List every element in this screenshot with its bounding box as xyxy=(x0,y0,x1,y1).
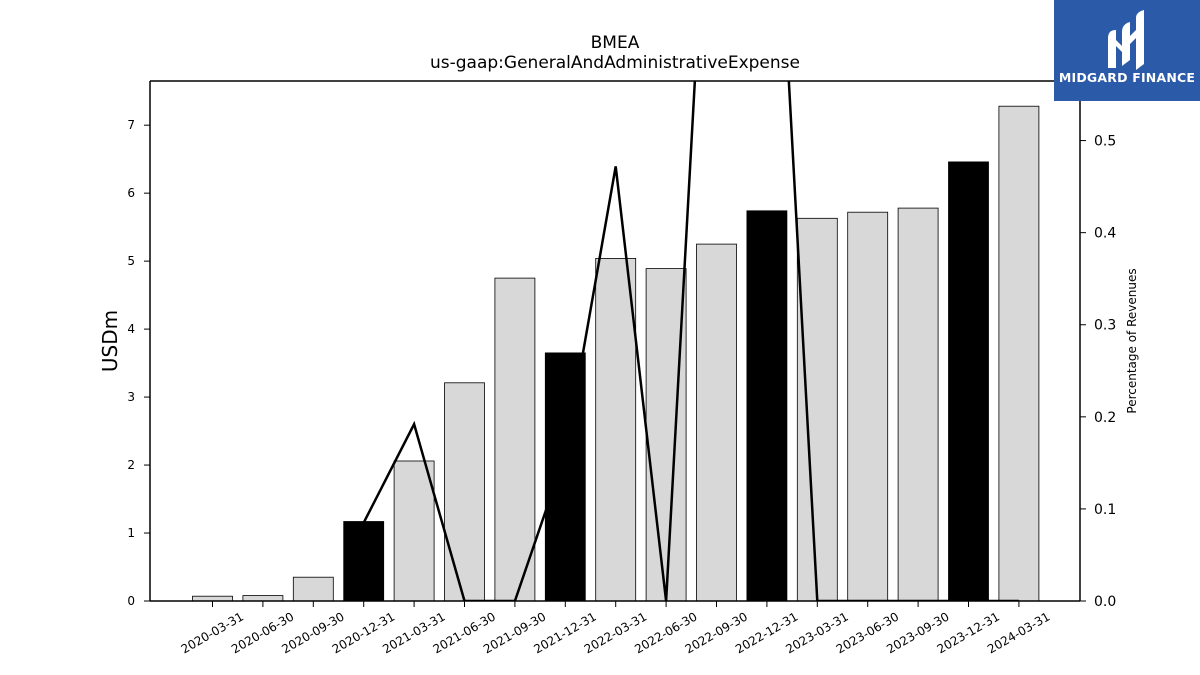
y-right-tick-label: 0.2 xyxy=(1094,410,1116,426)
bar-2021-03-31 xyxy=(393,460,435,602)
y-right-tick-label: 0.0 xyxy=(1094,594,1116,610)
bar-2022-06-30 xyxy=(645,268,687,602)
bars-group xyxy=(192,105,1040,602)
logo-text: MIDGARD FINANCE xyxy=(1058,70,1196,85)
y-left-tick-label: 3 xyxy=(127,390,135,404)
bar-2024-03-31 xyxy=(998,105,1040,602)
chart-subtitle: us-gaap:GeneralAndAdministrativeExpense xyxy=(430,53,800,73)
bar-2021-06-30 xyxy=(444,382,485,602)
y-right-tick-label: 0.1 xyxy=(1094,502,1116,518)
y-left-tick-label: 4 xyxy=(127,322,135,336)
y-axis-left-label: USDm xyxy=(98,310,122,372)
y-left-tick-label: 1 xyxy=(127,526,135,540)
bar-2020-06-30 xyxy=(242,595,284,602)
y-left-tick-label: 0 xyxy=(127,594,135,608)
y-left-tick-label: 2 xyxy=(127,458,135,472)
y-left-tick-label: 6 xyxy=(127,186,135,200)
midgard-finance-logo: MIDGARD FINANCE xyxy=(1054,0,1200,101)
bar-2021-12-31 xyxy=(544,352,586,602)
bar-2020-09-30 xyxy=(292,576,334,602)
bar-2020-12-31 xyxy=(343,521,385,602)
bar-2023-09-30 xyxy=(897,207,939,602)
y-left-tick-label: 7 xyxy=(127,118,135,132)
x-axis-ticks: 2020-03-312020-06-302020-09-302020-12-31… xyxy=(179,601,1052,656)
y-axis-left-ticks: 0 1 2 3 4 5 6 7 xyxy=(127,118,150,608)
bar-2021-09-30 xyxy=(494,277,536,602)
y-axis-right-label: Percentage of Revenues xyxy=(1125,268,1139,413)
y-right-tick-label: 0.4 xyxy=(1094,226,1116,242)
y-right-tick-label: 0.5 xyxy=(1094,134,1116,150)
chart-title: BMEA xyxy=(591,33,640,53)
y-axis-right-ticks: 0.0 0.1 0.2 0.3 0.4 0.5 xyxy=(1080,134,1116,610)
bar-2023-03-31 xyxy=(796,217,838,602)
bar-2022-12-31 xyxy=(746,210,788,602)
y-left-tick-label: 5 xyxy=(127,254,135,268)
midgard-logo-icon xyxy=(1108,10,1144,70)
percentage-line xyxy=(362,81,1019,601)
line-group xyxy=(362,81,1019,601)
y-right-tick-label: 0.3 xyxy=(1094,318,1116,334)
bar-2023-06-30 xyxy=(847,211,889,602)
bar-2022-09-30 xyxy=(696,243,737,602)
bar-2023-12-31 xyxy=(948,161,989,602)
bar-2022-03-31 xyxy=(595,257,637,602)
